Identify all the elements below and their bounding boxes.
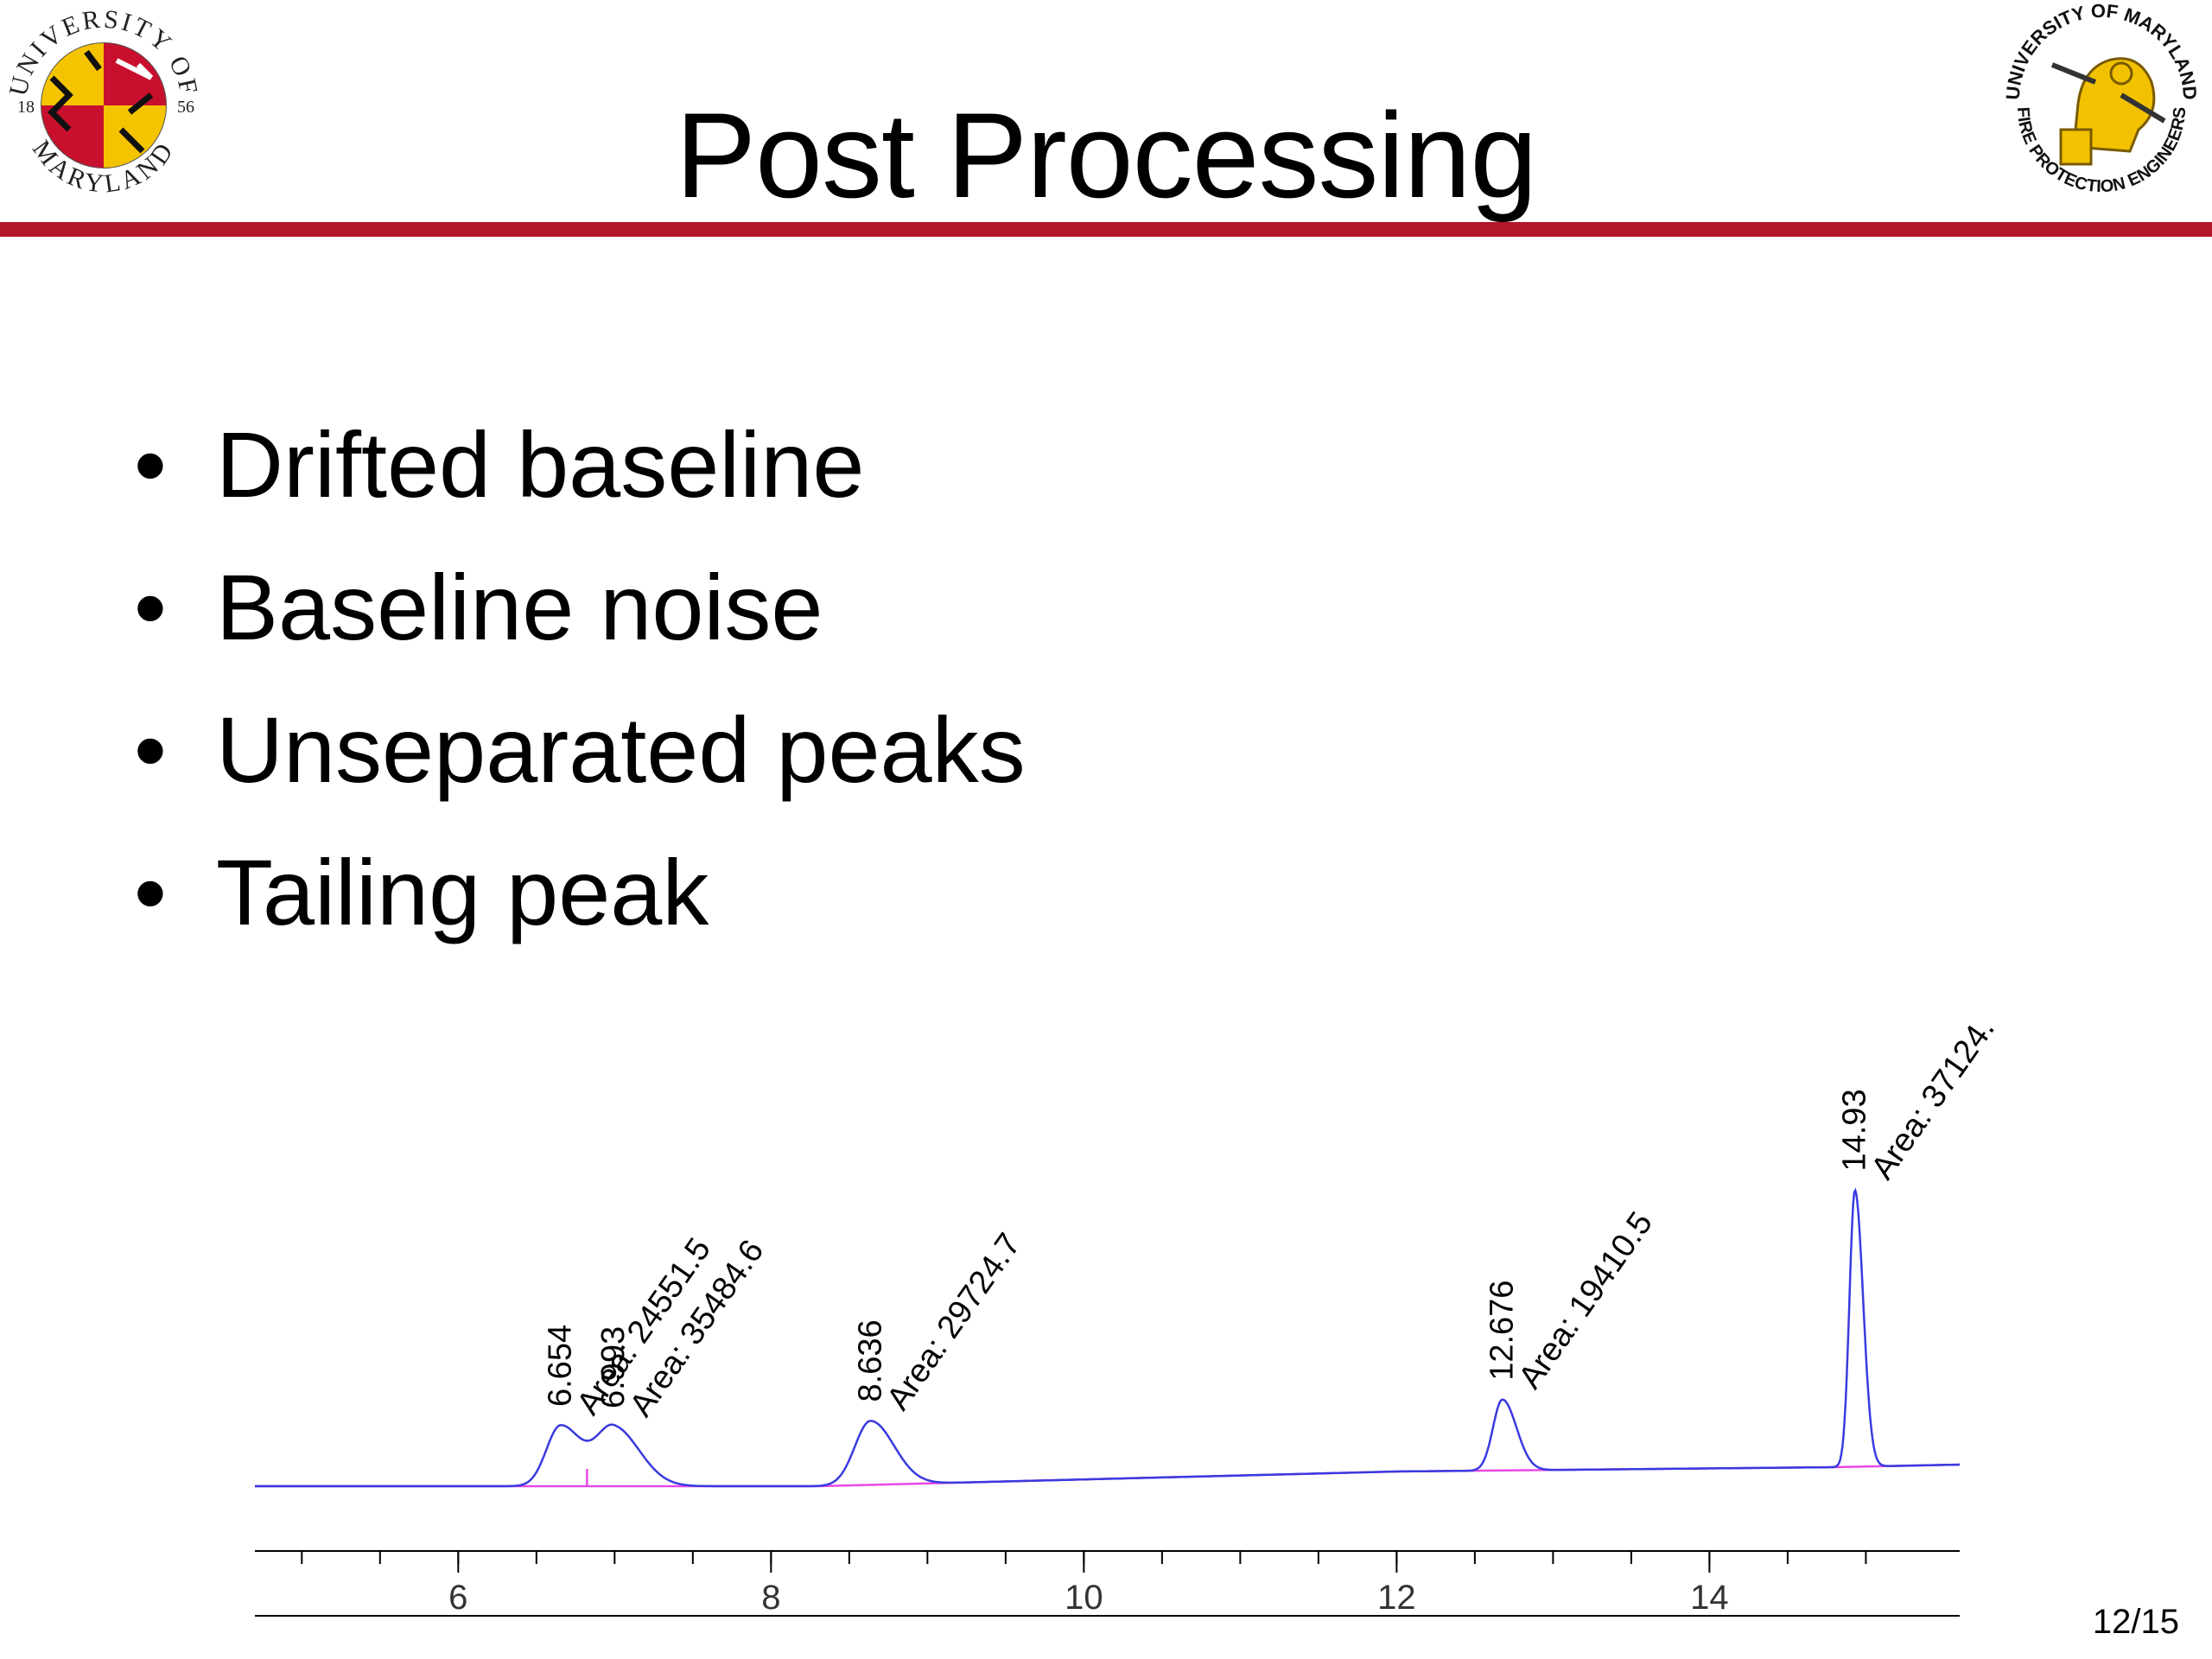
x-tick-label: 12 — [1377, 1579, 1416, 1617]
seal-year-left: 18 — [17, 98, 35, 117]
peak-rt-label: 12.676 — [1484, 1281, 1521, 1381]
chromatogram-trace — [255, 1187, 1960, 1488]
x-tick-label: 8 — [761, 1579, 780, 1617]
peak-rt-label: 14.93 — [1837, 1089, 1873, 1171]
bullet-item: • Tailing peak — [130, 821, 1026, 963]
bullet-text: Drifted baseline — [216, 412, 865, 517]
bullet-dot: • — [134, 840, 167, 944]
peak-rt-label: 8.636 — [852, 1319, 888, 1402]
peak-area-label: Area: 29724.7 — [880, 1227, 1027, 1417]
bullet-item: • Drifted baseline — [130, 393, 1026, 536]
slide-title: Post Processing — [675, 87, 1538, 223]
bullet-text: Baseline noise — [216, 555, 823, 659]
bullet-list: • Drifted baseline • Baseline noise • Unsep… — [130, 393, 1026, 963]
peak-rt-label: 6.654 — [543, 1325, 579, 1407]
x-tick-label: 14 — [1690, 1579, 1729, 1617]
x-tick-label: 6 — [448, 1579, 467, 1617]
peak-area-label: Area: 19410.5 — [1512, 1205, 1660, 1395]
x-tick-label: 10 — [1065, 1579, 1103, 1617]
bullet-item: • Baseline noise — [130, 536, 1026, 678]
bullet-item: • Unseparated peaks — [130, 678, 1026, 821]
peak-rt-label: 6.993 — [595, 1326, 632, 1408]
bullet-dot: • — [134, 697, 167, 802]
peak-area-label: Area: 37124. — [1865, 1011, 2002, 1185]
university-seal-logo: UNIVERSITY OF MARYLAND 18 56 — [3, 4, 200, 198]
bullet-dot: • — [134, 555, 167, 659]
bullet-text: Unseparated peaks — [216, 697, 1026, 802]
fire-protection-engineers-logo: UNIVERSITY OF MARYLAND FIRE PROTECTION E… — [2002, 0, 2202, 196]
seal-year-right: 56 — [177, 98, 194, 117]
page-number: 12/15 — [2092, 1603, 2179, 1641]
bullet-text: Tailing peak — [216, 840, 709, 944]
title-divider — [0, 222, 2212, 237]
bullet-dot: • — [134, 412, 167, 517]
